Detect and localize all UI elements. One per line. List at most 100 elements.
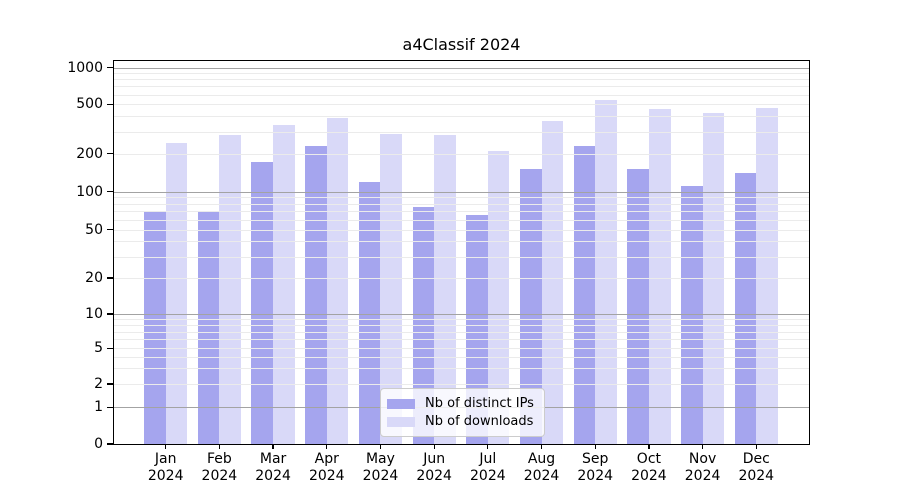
- legend-label-downloads: Nb of downloads: [425, 414, 534, 429]
- legend-swatch-downloads: [387, 417, 415, 427]
- plot-area: [114, 62, 809, 444]
- x-tick-mark: [433, 444, 435, 449]
- y-tick-mark: [107, 443, 114, 445]
- x-tick-mark: [540, 444, 543, 449]
- bar-distinct-ips-mar: [251, 162, 274, 444]
- x-tick-label-apr: Apr 2024: [308, 451, 345, 484]
- minor-gridline: [114, 325, 809, 327]
- x-tick-mark: [648, 444, 650, 449]
- y-tick-label: 50: [85, 221, 103, 238]
- minor-gridline: [114, 339, 809, 341]
- minor-gridline: [114, 368, 809, 370]
- legend: Nb of distinct IPs Nb of downloads: [380, 388, 545, 437]
- x-tick-label-jun: Jun 2024: [416, 451, 452, 484]
- x-tick-mark: [379, 444, 382, 449]
- y-tick-label: 500: [76, 96, 103, 113]
- bar-distinct-ips-dec: [734, 173, 757, 444]
- minor-gridline: [114, 86, 809, 88]
- minor-gridline: [114, 79, 809, 81]
- y-tick-label: 10: [85, 306, 103, 322]
- major-gridline: [114, 67, 809, 69]
- y-tick-mark: [107, 191, 114, 193]
- bar-distinct-ips-aug: [519, 169, 542, 444]
- x-tick-mark: [755, 444, 757, 449]
- y-tick-label: 100: [76, 183, 103, 200]
- y-tick-mark: [107, 347, 114, 349]
- minor-gridline: [114, 256, 809, 258]
- y-tick-label: 1000: [67, 59, 103, 76]
- bar-distinct-ips-sep: [573, 146, 596, 444]
- chart-title: a4Classif 2024: [402, 35, 521, 54]
- bar-downloads-dec: [756, 108, 778, 444]
- x-tick-label-nov: Nov 2024: [684, 451, 721, 484]
- y-tick-mark: [107, 383, 114, 385]
- x-tick-mark: [594, 444, 596, 449]
- y-tick-mark: [107, 313, 114, 315]
- y-tick-label: 0: [94, 436, 103, 452]
- bar-distinct-ips-feb: [197, 211, 220, 444]
- bar-distinct-ips-jan: [144, 211, 166, 444]
- minor-gridline: [114, 197, 809, 199]
- minor-gridline: [114, 229, 809, 231]
- minor-gridline: [114, 94, 809, 96]
- x-tick-mark: [487, 444, 489, 449]
- bar-distinct-ips-oct: [627, 169, 649, 444]
- bar-downloads-feb: [219, 135, 241, 444]
- bar-downloads-apr: [326, 117, 349, 444]
- y-tick-mark: [107, 103, 114, 105]
- x-tick-label-mar: Mar 2024: [255, 451, 291, 484]
- y-tick-label: 20: [85, 270, 103, 286]
- x-tick-label-dec: Dec 2024: [738, 451, 775, 484]
- x-tick-label-oct: Oct 2024: [631, 451, 667, 484]
- y-tick-label: 1: [94, 399, 103, 416]
- bar-downloads-oct: [648, 109, 671, 444]
- minor-gridline: [114, 348, 809, 350]
- y-tick-mark: [107, 228, 114, 231]
- y-tick-label: 200: [76, 145, 103, 162]
- y-tick-mark: [107, 66, 114, 69]
- legend-swatch-distinct-ips: [387, 399, 415, 409]
- bar-downloads-jul: [487, 150, 510, 444]
- minor-gridline: [114, 241, 809, 243]
- y-tick-mark: [107, 277, 114, 279]
- bar-distinct-ips-apr: [305, 146, 327, 444]
- bar-downloads-mar: [273, 125, 295, 444]
- y-tick-mark: [107, 406, 114, 408]
- minor-gridline: [114, 116, 809, 118]
- x-tick-label-sep: Sep 2024: [577, 451, 614, 484]
- minor-gridline: [114, 211, 809, 213]
- x-tick-label-aug: Aug 2024: [523, 451, 560, 484]
- y-tick-label: 2: [94, 376, 103, 392]
- legend-label-distinct-ips: Nb of distinct IPs: [425, 396, 534, 411]
- x-tick-mark: [218, 444, 221, 449]
- x-tick-mark: [326, 444, 328, 449]
- major-gridline: [114, 191, 809, 193]
- x-tick-label-feb: Feb 2024: [201, 451, 238, 484]
- major-gridline: [114, 314, 809, 315]
- minor-gridline: [114, 319, 809, 321]
- bar-downloads-jan: [165, 142, 188, 444]
- x-tick-label-may: May 2024: [362, 451, 399, 484]
- bar-distinct-ips-may: [358, 181, 381, 444]
- bar-downloads-aug: [541, 121, 564, 444]
- minor-gridline: [114, 104, 809, 106]
- bar-downloads-jun: [434, 135, 456, 444]
- minor-gridline: [114, 356, 809, 358]
- minor-gridline: [114, 219, 809, 221]
- minor-gridline: [114, 331, 809, 333]
- x-tick-mark: [701, 444, 704, 449]
- minor-gridline: [114, 203, 809, 205]
- bar-distinct-ips-nov: [681, 186, 703, 444]
- x-tick-mark: [272, 444, 274, 449]
- minor-gridline: [114, 153, 809, 155]
- y-tick-label: 5: [94, 340, 103, 357]
- minor-gridline: [114, 131, 809, 133]
- minor-gridline: [114, 73, 809, 75]
- bar-downloads-sep: [595, 100, 617, 444]
- x-tick-label-jan: Jan 2024: [147, 451, 184, 484]
- bar-distinct-ips-jul: [466, 215, 488, 444]
- x-tick-label-jul: Jul 2024: [470, 451, 506, 484]
- minor-gridline: [114, 278, 809, 279]
- minor-gridline: [114, 384, 809, 385]
